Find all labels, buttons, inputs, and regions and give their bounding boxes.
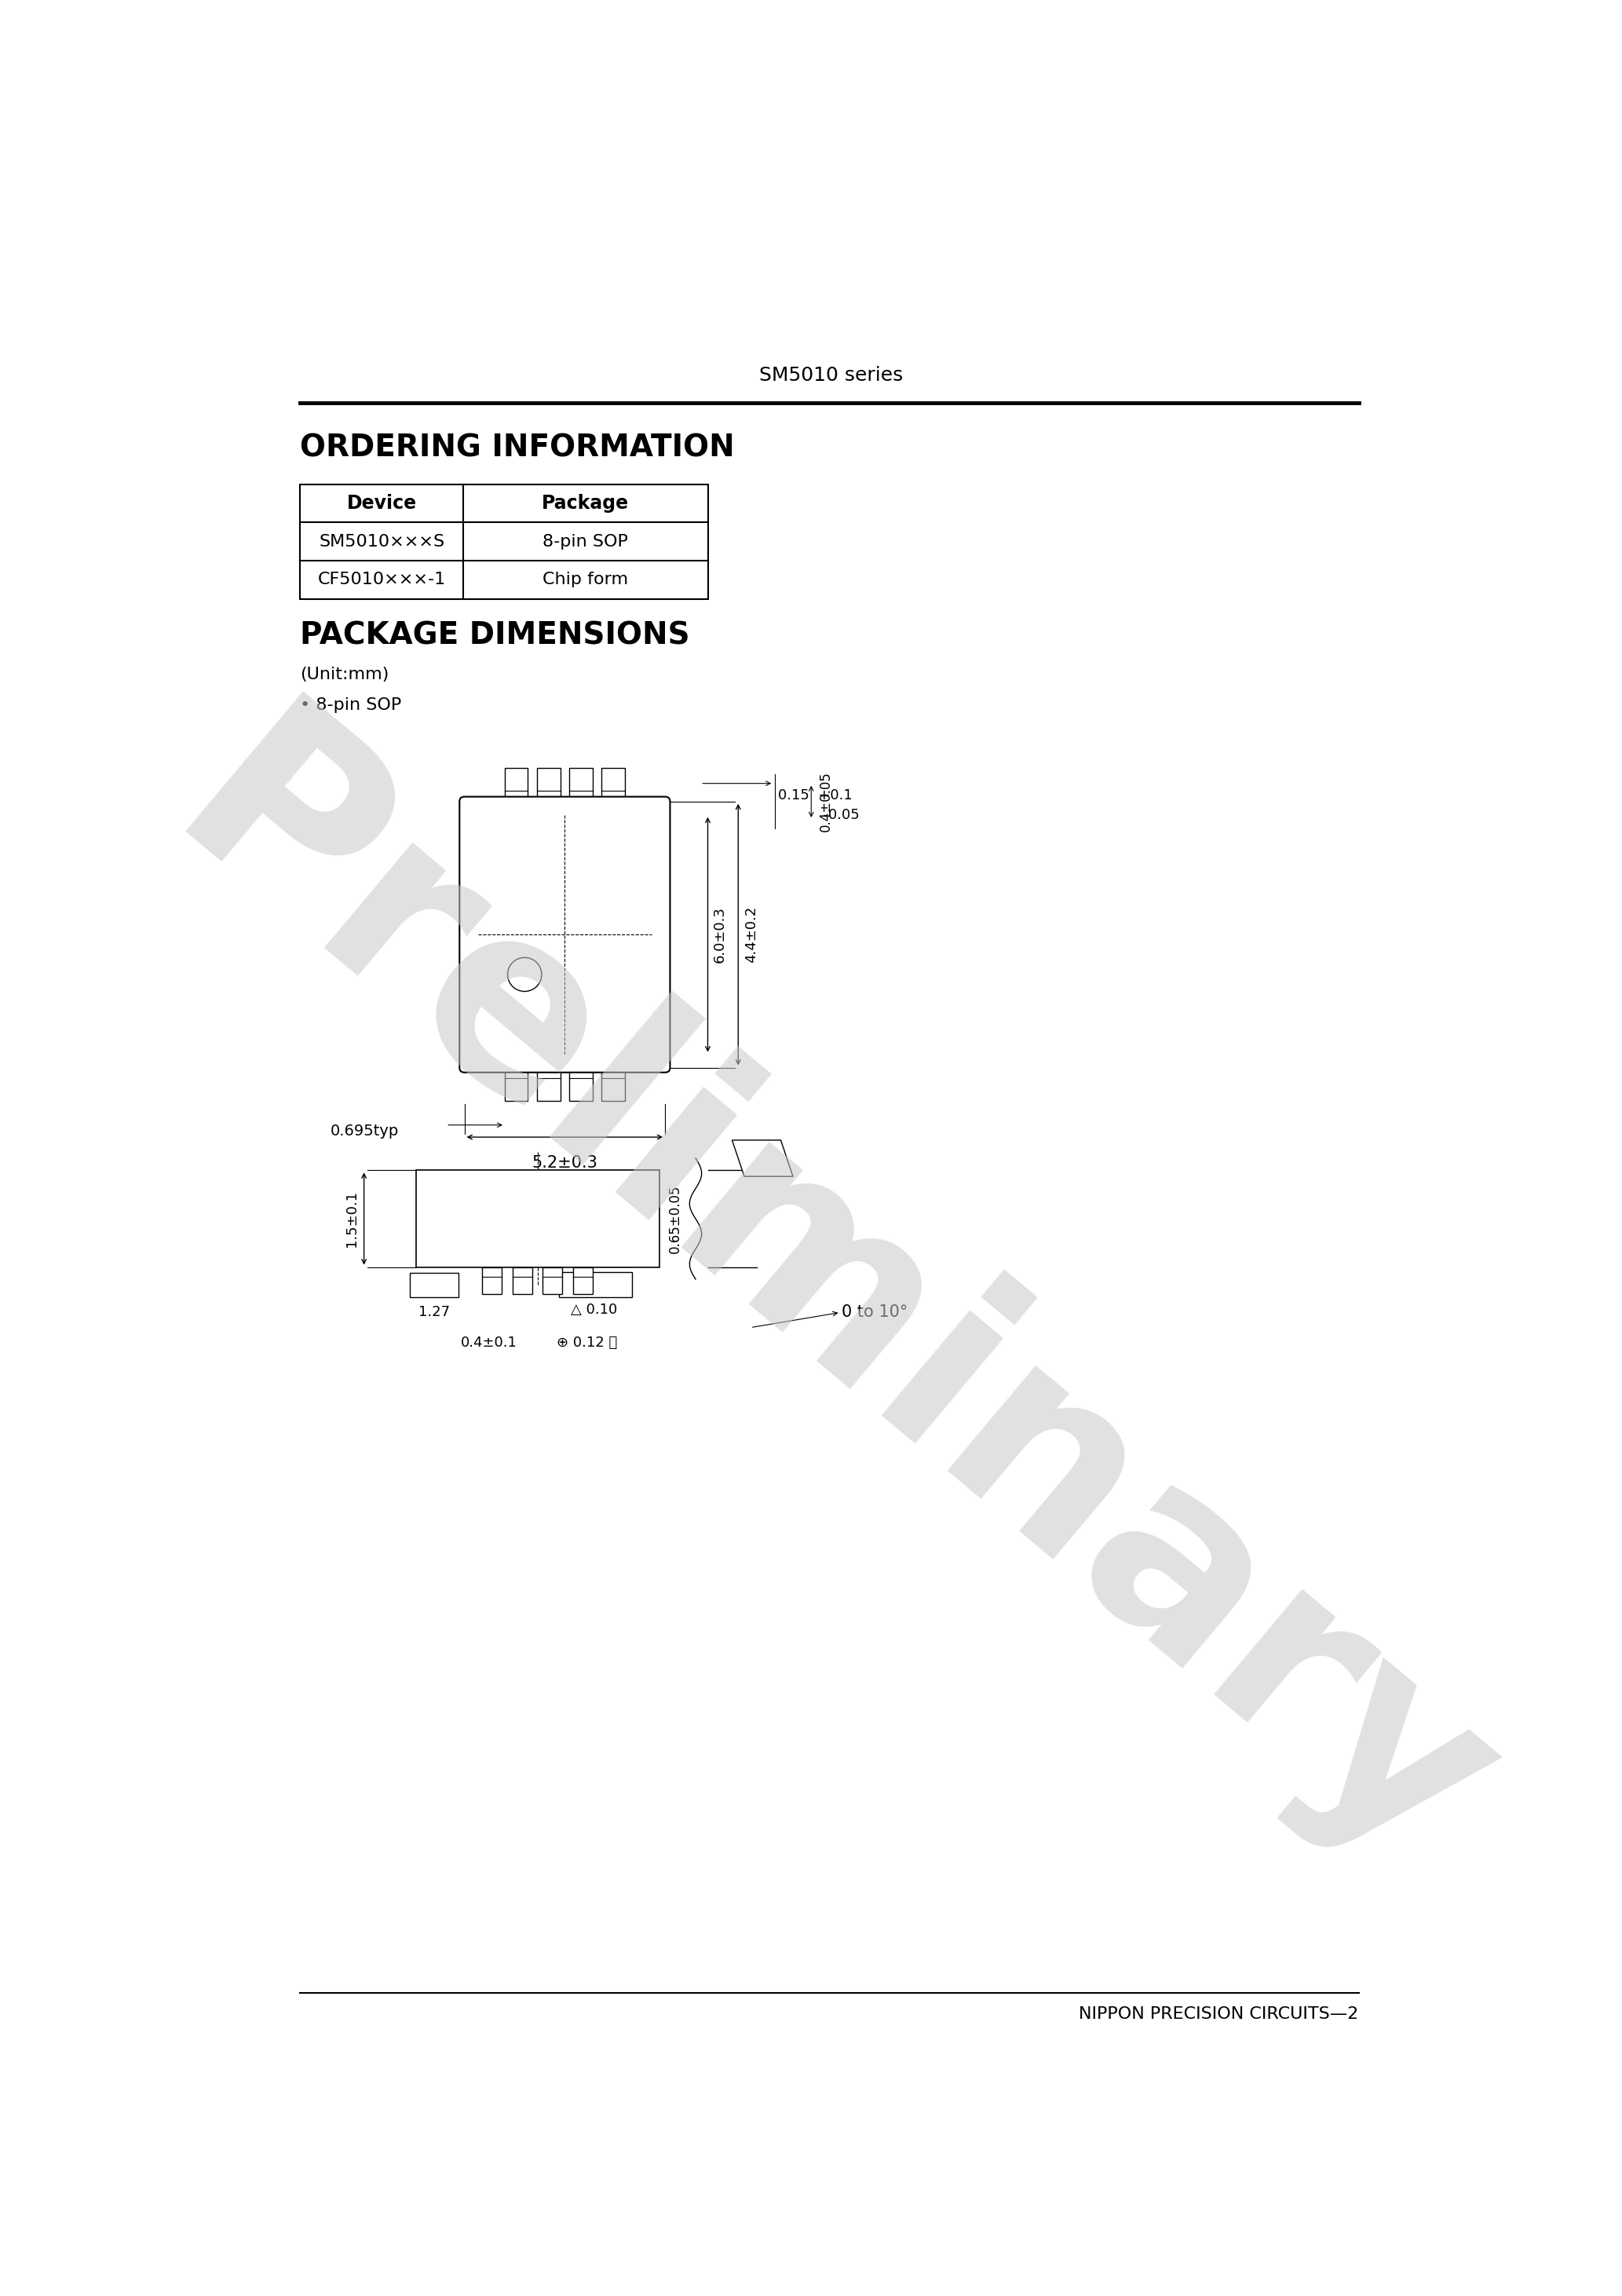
Text: △ 0.10: △ 0.10 bbox=[561, 1281, 608, 1295]
Text: PACKAGE DIMENSIONS: PACKAGE DIMENSIONS bbox=[300, 620, 689, 650]
Text: △ 0.10: △ 0.10 bbox=[571, 1302, 618, 1316]
Text: ORDERING INFORMATION: ORDERING INFORMATION bbox=[300, 434, 735, 464]
Text: 0.15  +0.1: 0.15 +0.1 bbox=[777, 788, 852, 804]
Text: 0.4±0.1: 0.4±0.1 bbox=[461, 1336, 517, 1350]
Bar bbox=[537, 769, 560, 801]
Text: 0.4±0.05: 0.4±0.05 bbox=[819, 771, 832, 831]
Text: 5.2±0.3: 5.2±0.3 bbox=[532, 1155, 597, 1171]
Text: SM5010 series: SM5010 series bbox=[759, 365, 903, 386]
Text: ⊕ 0.12 Ⓜ: ⊕ 0.12 Ⓜ bbox=[556, 1336, 618, 1350]
Text: 0 to 10°: 0 to 10° bbox=[842, 1304, 908, 1320]
Text: • 8-pin SOP: • 8-pin SOP bbox=[300, 698, 402, 712]
Text: Chip form: Chip form bbox=[543, 572, 628, 588]
Bar bbox=[602, 769, 624, 801]
Text: 0.65±0.05: 0.65±0.05 bbox=[668, 1185, 683, 1254]
Text: Package: Package bbox=[542, 494, 629, 512]
Bar bbox=[410, 1274, 459, 1297]
Bar bbox=[537, 1068, 560, 1100]
Bar bbox=[543, 1267, 563, 1295]
Bar bbox=[504, 769, 529, 801]
Text: Device: Device bbox=[347, 494, 417, 512]
Text: 4.4±0.2: 4.4±0.2 bbox=[744, 907, 759, 962]
Bar bbox=[573, 1267, 592, 1295]
Text: NIPPON PRECISION CIRCUITS—2: NIPPON PRECISION CIRCUITS—2 bbox=[1079, 2007, 1359, 2023]
Bar bbox=[569, 769, 592, 801]
Text: 0.695typ: 0.695typ bbox=[331, 1123, 399, 1139]
Bar bbox=[602, 1068, 624, 1100]
Bar bbox=[558, 1272, 631, 1297]
Bar bbox=[300, 484, 707, 599]
Bar bbox=[504, 1068, 529, 1100]
Text: 6.0±0.3: 6.0±0.3 bbox=[712, 907, 727, 962]
Text: SM5010×××S: SM5010×××S bbox=[320, 533, 444, 549]
Text: (Unit:mm): (Unit:mm) bbox=[300, 666, 389, 682]
Bar bbox=[415, 1171, 659, 1267]
Text: 1.27: 1.27 bbox=[418, 1306, 449, 1320]
Polygon shape bbox=[732, 1141, 793, 1176]
Text: CF5010×××-1: CF5010×××-1 bbox=[318, 572, 446, 588]
Text: -0.05: -0.05 bbox=[796, 808, 860, 822]
Text: 1.5±0.1: 1.5±0.1 bbox=[345, 1189, 358, 1247]
Text: Preliminary: Preliminary bbox=[127, 684, 1536, 1922]
Text: 8-pin SOP: 8-pin SOP bbox=[543, 533, 628, 549]
Bar bbox=[482, 1267, 501, 1295]
FancyBboxPatch shape bbox=[459, 797, 670, 1072]
Bar bbox=[513, 1267, 532, 1295]
Bar bbox=[569, 1068, 592, 1100]
